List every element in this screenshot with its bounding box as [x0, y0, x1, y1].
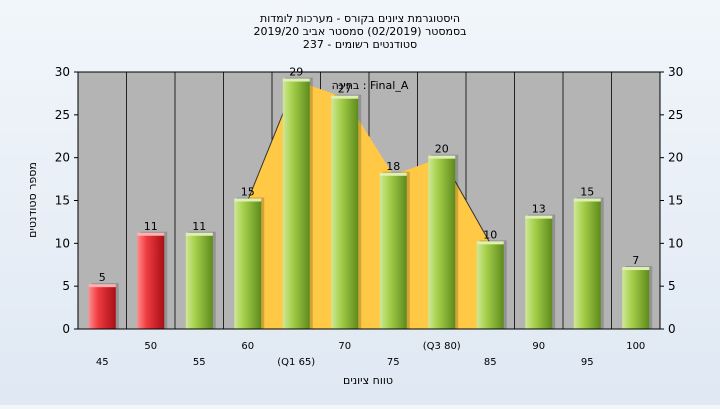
- x-tick-label: 45: [96, 357, 109, 368]
- x-tick-label: 55: [193, 357, 206, 368]
- y-tick-label-left: 5: [62, 279, 70, 293]
- y-tick-label-left: 30: [55, 65, 70, 79]
- bar-top: [525, 215, 553, 219]
- bar-top: [137, 232, 165, 236]
- bar: [476, 243, 504, 329]
- bar-top: [331, 95, 359, 99]
- x-tick-label: (Q3 80): [423, 341, 461, 352]
- data-label: 10: [483, 228, 497, 241]
- y-tick-label-right: 0: [668, 322, 676, 336]
- bar-top: [573, 198, 601, 202]
- x-tick-label: 90: [532, 341, 545, 352]
- bar-top: [622, 267, 650, 271]
- bar: [428, 157, 456, 329]
- data-label: 18: [386, 160, 400, 173]
- data-label: 27: [338, 83, 352, 96]
- grid-lines: [126, 72, 612, 329]
- bar-top: [234, 198, 262, 202]
- data-label: 11: [192, 220, 206, 233]
- x-tick-label: 95: [581, 357, 594, 368]
- data-label: 5: [99, 271, 106, 284]
- bar-top: [476, 241, 504, 245]
- bar-top: [282, 78, 310, 82]
- data-label: 7: [632, 254, 639, 267]
- y-tick-label-right: 25: [668, 108, 683, 122]
- y-tick-label-left: 10: [55, 236, 70, 250]
- x-tick-label: 85: [484, 357, 497, 368]
- x-axis-label: טווח ציונים: [343, 374, 393, 387]
- y-tick-label-left: 15: [55, 194, 70, 208]
- bar: [88, 286, 116, 329]
- x-tick-label: 100: [626, 341, 645, 352]
- data-label: 11: [144, 220, 158, 233]
- bar: [379, 174, 407, 329]
- x-tick-label: 60: [241, 341, 254, 352]
- data-label: 15: [241, 186, 255, 199]
- y-axis-label: מספר סטודנטים: [26, 162, 39, 238]
- data-label: 20: [435, 143, 449, 156]
- annotation-label: בחינה : Final_A: [332, 79, 409, 92]
- bar-top: [185, 232, 213, 236]
- data-label: 13: [532, 203, 546, 216]
- title-line-3: סטודנטים רשומים - 237: [303, 38, 417, 51]
- x-tick-label: (Q1 65): [277, 357, 315, 368]
- y-tick-label-right: 30: [668, 65, 683, 79]
- bar: [525, 217, 553, 329]
- bar-top: [428, 155, 456, 159]
- bar: [622, 269, 650, 329]
- y-tick-label-right: 15: [668, 194, 683, 208]
- bar: [234, 200, 262, 329]
- bar-top: [379, 172, 407, 176]
- y-tick-label-left: 20: [55, 151, 70, 165]
- bar: [573, 200, 601, 329]
- y-tick-label-right: 20: [668, 151, 683, 165]
- bar-top: [88, 284, 116, 288]
- data-label: 15: [580, 186, 594, 199]
- bar: [282, 80, 310, 329]
- title-line-2: בסמסטר (02/2019) סמסטר אביב 2019/20: [253, 25, 466, 38]
- bar: [331, 97, 359, 329]
- bar: [137, 234, 165, 329]
- y-tick-label-right: 10: [668, 236, 683, 250]
- y-tick-label-right: 5: [668, 279, 676, 293]
- bar: [185, 234, 213, 329]
- y-tick-label-left: 0: [62, 322, 70, 336]
- x-tick-label: 50: [144, 341, 157, 352]
- y-tick-label-left: 25: [55, 108, 70, 122]
- title-line-1: היסטוגרמת ציונים בקורס - מערכות לומדות: [260, 12, 460, 25]
- x-tick-label: 70: [338, 341, 351, 352]
- x-tick-label: 75: [387, 357, 400, 368]
